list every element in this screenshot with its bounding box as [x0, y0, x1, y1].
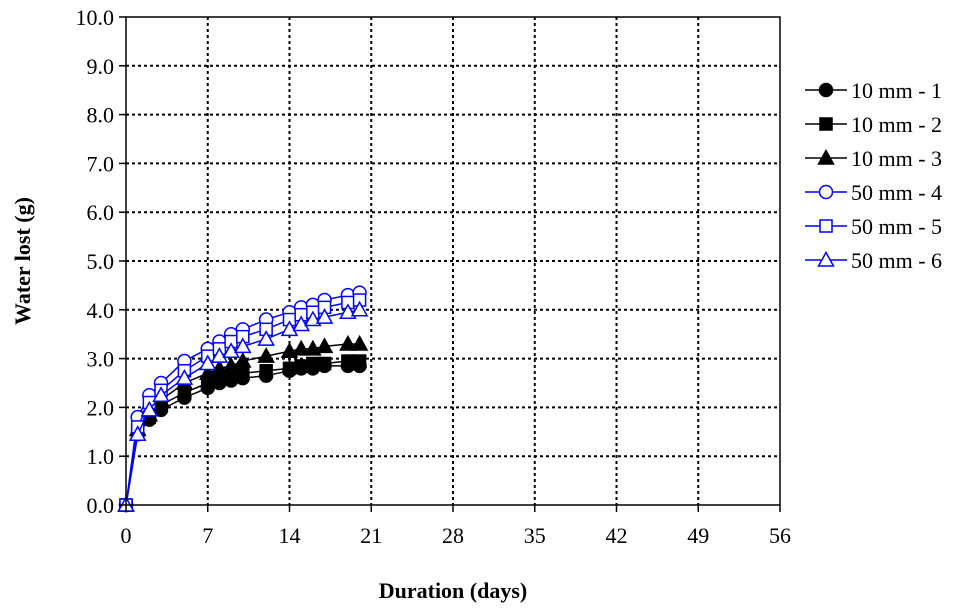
x-tick-label: 0 [121, 523, 132, 548]
data-point [280, 342, 299, 359]
data-point [234, 337, 252, 354]
data-point [317, 356, 332, 371]
data-point [339, 303, 357, 319]
y-tick-label: 2.0 [87, 395, 115, 420]
legend-label: 10 mm - 1 [851, 78, 942, 103]
x-tick-label: 28 [442, 523, 464, 548]
x-tick-label: 21 [360, 523, 382, 548]
legend-marker [819, 117, 833, 131]
data-point [257, 330, 275, 346]
legend-item: 50 mm - 6 [805, 248, 942, 273]
y-tick-label: 5.0 [87, 249, 115, 274]
data-point [210, 347, 229, 363]
y-tick-label: 10.0 [76, 5, 115, 30]
legend-item: 50 mm - 5 [805, 214, 942, 239]
data-point [234, 351, 252, 368]
data-point [257, 347, 275, 363]
legend-label: 10 mm - 3 [851, 146, 942, 171]
series-layer [117, 285, 369, 513]
y-tick-label: 1.0 [87, 444, 115, 469]
data-point [222, 356, 240, 373]
data-point [282, 361, 297, 376]
x-tick-label: 56 [769, 523, 791, 548]
legend-label: 50 mm - 6 [851, 248, 942, 273]
legend-item: 10 mm - 1 [805, 78, 942, 103]
x-axis-title: Duration (days) [379, 578, 528, 603]
y-tick-label: 4.0 [87, 298, 115, 323]
data-point [210, 359, 229, 376]
y-tick-label: 6.0 [87, 200, 115, 225]
data-point [236, 366, 250, 380]
data-point [175, 369, 194, 385]
data-point [306, 356, 320, 371]
x-tick-label: 49 [687, 523, 709, 548]
data-point [339, 334, 357, 351]
data-point [350, 300, 369, 317]
data-point [350, 334, 369, 351]
legend-marker [818, 82, 834, 98]
grid [126, 17, 780, 505]
legend-item: 10 mm - 3 [805, 146, 942, 171]
legend-marker [817, 148, 835, 165]
legend-item: 50 mm - 4 [805, 180, 942, 205]
legend: 10 mm - 1 10 mm - 2 10 mm - 3 50 mm - 4 50 m… [805, 78, 942, 273]
y-axis-title: Water lost (g) [10, 197, 35, 325]
data-point [341, 354, 355, 368]
data-point [304, 310, 322, 327]
data-point [315, 337, 334, 354]
y-tick-label: 8.0 [87, 103, 115, 128]
data-point [222, 342, 240, 359]
data-point [315, 308, 334, 324]
x-tick-label: 35 [524, 523, 546, 548]
x-tick-label: 14 [279, 523, 301, 548]
data-point [280, 320, 299, 337]
data-point [259, 364, 273, 378]
data-point [294, 359, 308, 373]
data-point [292, 315, 310, 332]
series-6 [117, 300, 369, 512]
x-tick-label: 7 [202, 523, 213, 548]
data-point [198, 364, 217, 380]
data-point [352, 354, 367, 368]
data-point [128, 425, 147, 441]
legend-marker [818, 184, 834, 200]
x-tick-label: 42 [606, 523, 628, 548]
axes: 0 7 14 21 28 35 42 49 56 0.0 1.0 2.0 3.0 4.0 5.0 6.0 7.0… [76, 5, 792, 548]
data-point [304, 339, 322, 356]
legend-marker [819, 219, 833, 233]
data-point [152, 386, 170, 402]
legend-item: 10 mm - 2 [805, 112, 942, 137]
legend-label: 50 mm - 4 [851, 180, 942, 205]
data-point [292, 339, 310, 356]
y-tick-label: 7.0 [87, 151, 115, 176]
legend-marker [817, 250, 835, 267]
data-point [140, 400, 159, 417]
y-tick-label: 3.0 [87, 347, 115, 372]
legend-label: 10 mm - 2 [851, 112, 942, 137]
y-tick-label: 9.0 [87, 54, 115, 79]
legend-label: 50 mm - 5 [851, 214, 942, 239]
y-tick-label: 0.0 [87, 493, 115, 518]
